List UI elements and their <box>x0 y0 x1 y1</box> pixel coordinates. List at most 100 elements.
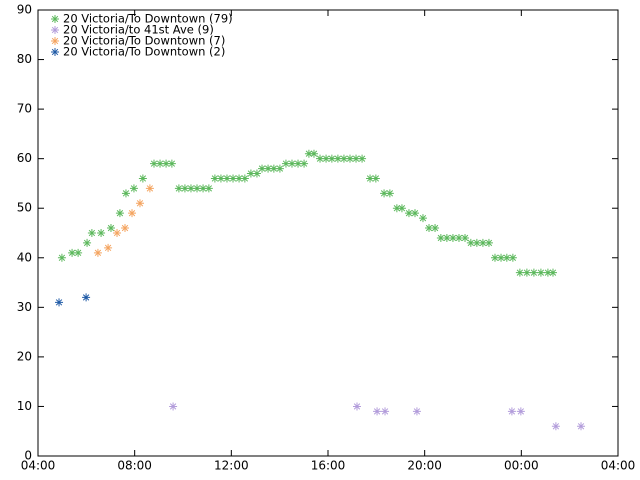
data-point <box>385 189 394 198</box>
data-point <box>121 189 130 198</box>
y-tick-label: 0 <box>24 449 32 463</box>
data-point <box>281 159 290 168</box>
data-point <box>106 224 115 233</box>
data-point <box>353 402 361 411</box>
data-point <box>216 174 225 183</box>
data-point <box>150 159 158 168</box>
data-point <box>186 184 195 193</box>
data-point <box>322 154 331 163</box>
data-point <box>484 238 493 247</box>
data-point <box>199 184 208 193</box>
data-point <box>145 184 154 193</box>
data-point <box>461 233 470 242</box>
data-point <box>300 159 309 168</box>
legend-label: 20 Victoria/To Downtown (2) <box>63 45 225 59</box>
data-point <box>515 268 524 277</box>
data-point <box>287 159 296 168</box>
y-tick-label: 30 <box>17 300 32 314</box>
data-point <box>309 149 318 158</box>
data-point <box>448 233 457 242</box>
data-point <box>162 159 171 168</box>
data-point <box>392 204 401 213</box>
x-tick-label: 08:00 <box>117 459 152 473</box>
y-tick-label: 20 <box>17 349 32 363</box>
data-point <box>252 169 261 178</box>
data-point <box>180 184 189 193</box>
data-point <box>373 407 382 416</box>
data-point <box>536 268 545 277</box>
legend-marker <box>51 15 59 23</box>
x-tick-label: 12:00 <box>214 459 249 473</box>
data-point <box>352 154 361 163</box>
data-point <box>135 199 144 208</box>
data-point <box>113 229 122 237</box>
y-tick-label: 70 <box>17 102 32 116</box>
data-point <box>404 209 413 218</box>
x-tick-label: 00:00 <box>504 459 539 473</box>
data-point <box>381 407 390 416</box>
data-point <box>333 154 342 163</box>
data-point <box>93 248 102 257</box>
data-point <box>454 233 463 242</box>
data-point <box>472 238 481 247</box>
data-point <box>425 224 434 233</box>
data-point <box>104 243 113 252</box>
data-point <box>167 159 176 168</box>
data-point <box>543 268 552 277</box>
legend-marker <box>51 37 59 45</box>
data-point <box>269 164 278 173</box>
data-point <box>551 422 560 431</box>
data-point <box>508 253 517 262</box>
data-point <box>577 422 586 431</box>
data-point <box>193 184 202 193</box>
data-point <box>411 209 419 218</box>
y-tick-label: 90 <box>17 3 32 17</box>
legend-marker <box>51 48 59 56</box>
data-point <box>97 229 106 237</box>
data-point <box>327 154 336 163</box>
data-point <box>436 233 445 242</box>
data-point <box>68 248 77 257</box>
y-tick-label: 60 <box>17 151 32 165</box>
data-point <box>516 407 525 416</box>
data-point <box>442 233 451 242</box>
legend-label: 20 Victoria/To Downtown (7) <box>63 34 225 48</box>
data-point <box>222 174 231 183</box>
data-point <box>138 174 147 183</box>
data-point <box>371 174 380 183</box>
data-point <box>497 253 506 262</box>
data-point <box>156 159 165 168</box>
data-point <box>548 268 557 277</box>
legend-label: 20 Victoria/To Downtown (79) <box>63 12 233 26</box>
data-point <box>502 253 511 262</box>
legend-label: 20 Victoria/to 41st Ave (9) <box>63 23 214 37</box>
data-point <box>57 253 66 262</box>
data-point <box>478 238 487 247</box>
data-point <box>294 159 303 168</box>
data-point <box>366 174 375 183</box>
data-point <box>55 298 64 307</box>
data-point <box>412 407 421 416</box>
data-point <box>522 268 531 277</box>
data-point <box>128 209 137 218</box>
x-tick-label: 04:00 <box>21 459 56 473</box>
data-point <box>129 184 138 193</box>
data-point <box>246 169 255 178</box>
data-point <box>380 189 389 198</box>
data-point <box>121 224 129 233</box>
x-tick-label: 16:00 <box>311 459 346 473</box>
y-tick-label: 40 <box>17 250 32 264</box>
data-point <box>466 238 475 247</box>
y-tick-label: 50 <box>17 201 32 215</box>
data-point <box>418 214 427 223</box>
data-point <box>304 149 313 158</box>
data-point <box>529 268 538 277</box>
data-point <box>174 184 183 193</box>
data-point <box>82 293 91 302</box>
data-point <box>358 154 367 163</box>
data-point <box>240 174 249 183</box>
data-point <box>169 402 178 411</box>
x-tick-label: 20:00 <box>407 459 442 473</box>
data-point <box>115 209 124 218</box>
